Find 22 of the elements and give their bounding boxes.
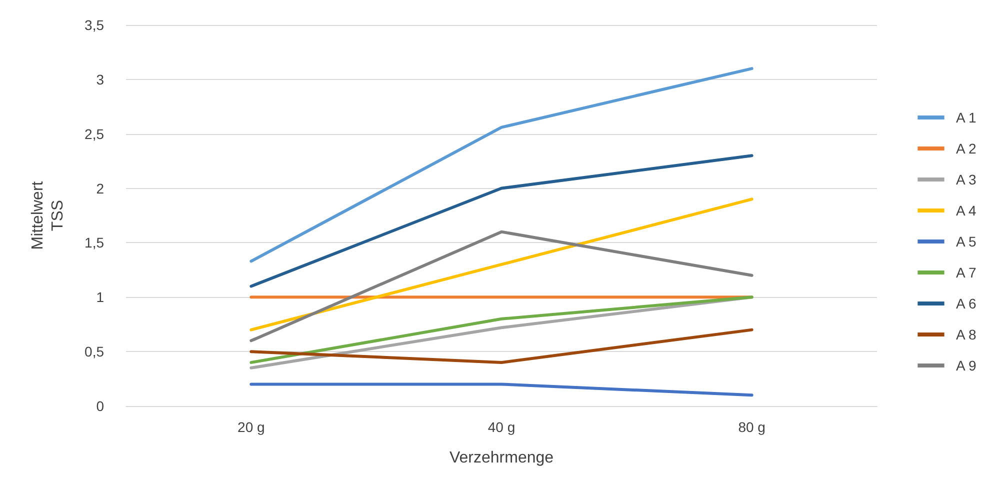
x-axis-title: Verzehrmenge [449, 450, 554, 466]
y-tick-label: 0,5 [84, 344, 104, 360]
legend-label: A 6 [956, 296, 976, 312]
y-tick-label: 2 [96, 180, 104, 196]
x-tick-label: 80 g [738, 419, 766, 435]
x-tick-label: 40 g [488, 419, 516, 435]
legend-label: A 1 [956, 110, 976, 126]
y-tick-label: 1 [96, 289, 104, 306]
legend-label: A 3 [956, 172, 976, 188]
legend-label: A 9 [956, 358, 976, 374]
y-tick-label: 0 [96, 398, 104, 414]
legend-label: A 8 [956, 326, 976, 342]
y-tick-label: 1,5 [84, 234, 104, 251]
y-axis-title: Mittelwert TSS [30, 180, 66, 250]
legend-label: A 4 [956, 202, 976, 218]
y-tick-label: 3 [96, 71, 104, 88]
y-tick-label: 2,5 [84, 126, 104, 142]
legend-label: A 2 [956, 140, 976, 156]
legend-label: A 5 [956, 234, 976, 250]
x-tick-label: 20 g [238, 419, 265, 435]
legend-label: A 7 [956, 264, 976, 280]
y-tick-label: 3,5 [84, 17, 104, 33]
